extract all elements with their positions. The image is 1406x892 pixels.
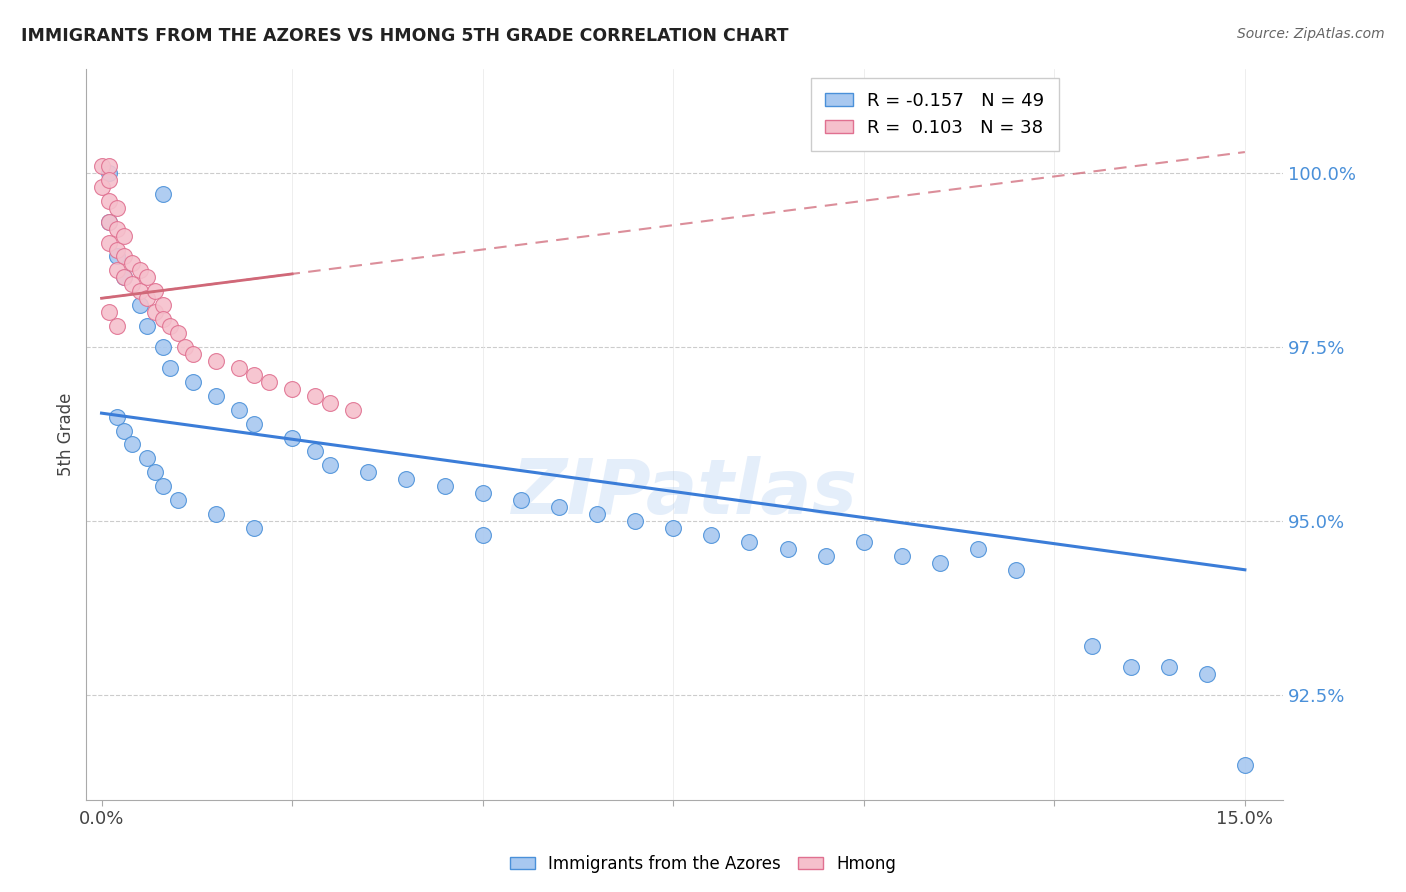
Point (98, 305, 121, 319)
Point (105, 243, 128, 257)
Point (152, 186, 174, 201)
Text: IMMIGRANTS FROM THE AZORES VS HMONG 5TH GRADE CORRELATION CHART: IMMIGRANTS FROM THE AZORES VS HMONG 5TH … (21, 27, 789, 45)
Point (152, 298, 174, 312)
Y-axis label: 5th Grade: 5th Grade (58, 392, 75, 475)
Point (433, 479, 456, 493)
Point (319, 395, 342, 409)
Point (1233, 757, 1256, 772)
Point (105, 409, 128, 424)
Point (98, 194, 121, 208)
Legend: Immigrants from the Azores, Hmong: Immigrants from the Azores, Hmong (503, 848, 903, 880)
Point (357, 465, 380, 479)
Point (471, 486, 494, 500)
Point (121, 256, 143, 270)
Point (98, 235, 121, 250)
Point (1081, 640, 1104, 654)
Point (152, 479, 174, 493)
Point (205, 507, 228, 521)
Point (281, 382, 304, 396)
Point (112, 250, 135, 264)
Point (181, 375, 204, 389)
Point (112, 270, 135, 285)
Point (98, 166, 121, 180)
Point (890, 549, 912, 563)
Text: Source: ZipAtlas.com: Source: ZipAtlas.com (1237, 27, 1385, 41)
Point (143, 465, 166, 479)
Point (90, 159, 112, 173)
Point (738, 535, 761, 549)
Point (776, 541, 799, 556)
Point (281, 430, 304, 444)
Point (98, 159, 121, 173)
Point (509, 493, 531, 508)
Point (128, 298, 150, 312)
Point (105, 319, 128, 334)
Point (243, 368, 266, 382)
Point (152, 312, 174, 326)
Legend: R = -0.157   N = 49, R =  0.103   N = 38: R = -0.157 N = 49, R = 0.103 N = 38 (811, 78, 1059, 152)
Point (547, 500, 569, 515)
Point (98, 215, 121, 229)
Point (1157, 660, 1180, 674)
Point (319, 458, 342, 473)
Point (105, 250, 128, 264)
Point (814, 549, 837, 563)
Point (852, 535, 875, 549)
Point (112, 270, 135, 285)
Point (121, 437, 143, 451)
Point (624, 514, 647, 528)
Point (228, 360, 250, 375)
Point (166, 493, 188, 508)
Point (136, 291, 159, 305)
Point (105, 263, 128, 277)
Point (159, 360, 181, 375)
Point (105, 221, 128, 235)
Point (1195, 667, 1218, 681)
Point (136, 270, 159, 285)
Point (243, 521, 266, 535)
Point (929, 556, 952, 570)
Point (471, 528, 494, 542)
Point (205, 354, 228, 368)
Point (967, 541, 990, 556)
Point (159, 319, 181, 334)
Point (257, 375, 280, 389)
Point (136, 319, 159, 334)
Point (128, 285, 150, 299)
Point (700, 528, 723, 542)
Point (98, 215, 121, 229)
Point (112, 228, 135, 243)
Point (152, 340, 174, 354)
Point (662, 521, 685, 535)
Point (228, 402, 250, 417)
Point (304, 389, 326, 403)
Point (143, 305, 166, 319)
Point (90, 179, 112, 194)
Text: ZIPatlas: ZIPatlas (512, 456, 858, 530)
Point (243, 417, 266, 431)
Point (174, 340, 197, 354)
Point (136, 451, 159, 466)
Point (205, 389, 228, 403)
Point (128, 263, 150, 277)
Point (304, 444, 326, 458)
Point (342, 402, 364, 417)
Point (1119, 660, 1142, 674)
Point (143, 285, 166, 299)
Point (586, 507, 609, 521)
Point (121, 277, 143, 292)
Point (1005, 563, 1028, 577)
Point (181, 347, 204, 361)
Point (395, 472, 418, 486)
Point (166, 326, 188, 340)
Point (112, 424, 135, 438)
Point (98, 173, 121, 187)
Point (105, 201, 128, 215)
